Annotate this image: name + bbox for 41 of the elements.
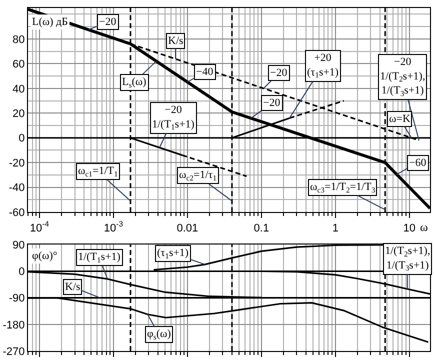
annotation: K/s [65,281,80,293]
annotation: 1/(T$_{1}$s+1) [78,251,121,264]
y-tick-label: 60 [12,58,25,71]
annotation: ω$_{c2}$=1/τ$_{1}$ [179,169,217,182]
y-tick-label: -20 [8,157,25,170]
y-tick-label: 90 [12,240,25,252]
annotation: −20 [99,16,117,28]
annotation: ω$_{c1}$=1/T$_{1}$ [78,165,118,178]
y-tick-label: -270 [2,346,25,358]
y-tick-label: -60 [8,206,25,219]
x-tick-label: 0.1 [254,222,270,234]
x-axis-title: ω [420,220,428,234]
y-tick-label: -180 [2,319,25,332]
y-tick-label: 40 [12,83,25,96]
y-tick-label: 20 [12,108,25,120]
x-tick-label: 10$^{-4}$ [30,220,50,234]
annotation: −60 [409,157,427,169]
annotation: −20 [263,97,281,109]
annotation: −20 1/(T$_{2}$s+1), 1/(T$_{3}$s+1) [380,56,426,98]
y-tick-label: -40 [8,182,25,194]
annotation: +20 (τ$_{1}$s+1) [307,52,339,80]
annotation: −20 1/(T$_{1}$s+1) [152,104,195,132]
annotation: (τ$_{1}$s+1) [157,247,189,260]
x-tick-label: 1 [332,222,338,234]
annotation: 1/(T$_{2}$s+1), 1/(T$_{3}$s+1) [385,245,430,273]
annotation: −20 [270,67,288,79]
annotation: φ$_{s}$(ω) [147,328,172,342]
annotation: L$_{s}$(ω) [122,76,147,90]
annotation: ω$_{c3}$=1/T$_{2}$=1/T$_{3}$ [310,181,376,194]
y-tick-label: -90 [8,292,25,305]
y-tick-label: 0 [18,266,25,278]
annotation: −40 [196,66,214,78]
x-tick-label: 10 [403,222,416,234]
x-tick-label: 0.01 [176,222,198,234]
y-axis-title: L(ω) дБ [32,16,68,28]
annotation: K/s [168,35,184,47]
x-tick-label: 10$^{-3}$ [104,220,123,234]
y-tick-label: 0 [18,132,25,145]
y-axis-title: φ(ω)° [32,250,58,262]
y-tick-label: 80 [12,34,25,46]
annotation: ω=K [389,113,410,125]
